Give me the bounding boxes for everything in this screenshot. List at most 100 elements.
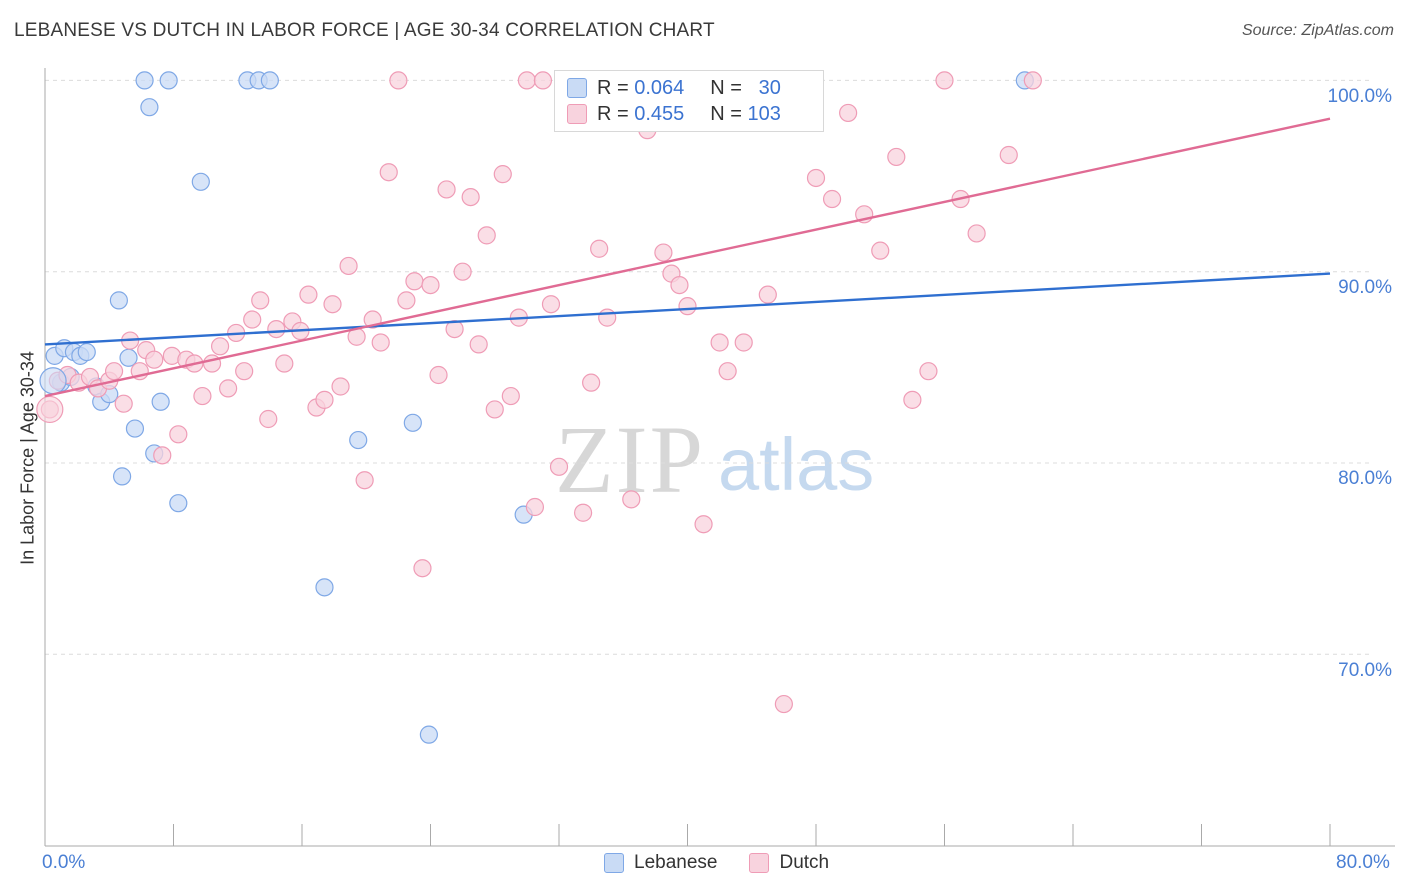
dutch-point: [903, 390, 922, 409]
dutch-point: [315, 390, 334, 409]
series-legend: Lebanese Dutch: [604, 852, 861, 874]
dutch-point: [582, 373, 601, 392]
dutch-point: [421, 275, 440, 295]
chart-source: Source: ZipAtlas.com: [1241, 22, 1394, 39]
dutch-point: [871, 241, 890, 260]
dutch-point: [541, 295, 561, 314]
dutch-point: [104, 362, 124, 381]
lebanese-point: [135, 71, 154, 90]
legend-item-lebanese: Lebanese: [604, 852, 717, 874]
dutch-point: [389, 71, 408, 90]
dutch-point: [678, 297, 697, 316]
dutch-point: [169, 425, 188, 444]
dutch-point: [806, 168, 826, 188]
legend-r-value: 0.064: [634, 76, 685, 99]
dutch-point: [710, 333, 729, 352]
dutch-point: [477, 226, 496, 245]
lebanese-point: [159, 71, 178, 90]
dutch-swatch: [749, 853, 770, 873]
y-tick-label: 90.0%: [1338, 277, 1392, 298]
dutch-point: [331, 377, 350, 396]
x-tick-label-max: 80.0%: [1336, 852, 1390, 873]
dutch-point: [210, 337, 230, 356]
dutch-swatch: [567, 104, 587, 124]
dutch-point: [145, 350, 164, 369]
lebanese-point: [191, 172, 210, 191]
dutch-point: [999, 145, 1018, 165]
lebanese-point: [77, 342, 96, 362]
dutch-point: [355, 471, 374, 490]
dutch-point: [598, 308, 617, 327]
legend-n-label: N =: [710, 102, 742, 125]
dutch-point: [517, 71, 536, 90]
dutch-point: [235, 362, 254, 381]
dutch-trend-line: [44, 117, 1331, 398]
lebanese-swatch: [567, 78, 587, 98]
dutch-point: [493, 165, 512, 184]
chart-title: LEBANESE VS DUTCH IN LABOR FORCE | AGE 3…: [14, 20, 715, 41]
dutch-point: [379, 163, 398, 182]
dutch-point: [694, 515, 713, 534]
lebanese-swatch: [604, 853, 624, 873]
lebanese-point: [403, 413, 422, 432]
dutch-point: [445, 319, 464, 339]
dutch-point: [573, 503, 593, 522]
legend-n-value: 30: [758, 76, 781, 99]
dutch-point: [622, 490, 641, 509]
dutch-point: [323, 295, 342, 314]
dutch-point: [654, 243, 673, 262]
dutch-point: [1023, 71, 1042, 90]
dutch-point: [339, 256, 358, 276]
lebanese-point: [169, 494, 188, 513]
dutch-point: [429, 365, 448, 385]
dutch-point: [839, 103, 858, 123]
legend-row-lebanese: R = 0.064 N = 30: [567, 76, 781, 100]
dutch-point: [919, 362, 938, 381]
dutch-point: [935, 71, 954, 90]
dutch-point: [485, 400, 504, 419]
dutch-point: [114, 394, 133, 413]
dutch-point: [437, 180, 456, 199]
lebanese-point: [119, 348, 138, 367]
legend-r-label: R =: [597, 76, 629, 99]
dutch-point: [822, 189, 842, 209]
lebanese-point: [315, 578, 334, 597]
dutch-point: [590, 239, 609, 258]
lebanese-trend-line: [44, 272, 1331, 346]
dutch-point: [371, 333, 390, 352]
dutch-point: [758, 285, 777, 304]
dutch-point: [525, 497, 545, 517]
lebanese-point: [109, 291, 128, 310]
dutch-point: [219, 379, 238, 398]
watermark-atlas: atlas: [718, 423, 874, 506]
dutch-point: [967, 224, 986, 243]
dutch-point: [887, 147, 906, 167]
dutch-point: [243, 310, 262, 329]
dutch-point: [469, 335, 488, 354]
lebanese-point: [260, 71, 279, 90]
legend-r-value: 0.455: [634, 102, 685, 125]
dutch-point: [405, 272, 424, 291]
lebanese-point: [112, 467, 132, 486]
legend-r-label: R =: [597, 102, 629, 125]
legend-n-label: N =: [710, 76, 742, 99]
dutch-point: [193, 386, 212, 406]
dutch-point: [718, 362, 737, 381]
dutch-point: [461, 187, 480, 207]
lebanese-point: [140, 98, 159, 117]
dutch-point: [413, 559, 432, 578]
dutch-point: [774, 694, 793, 714]
dutch-point: [267, 319, 286, 339]
y-tick-label: 70.0%: [1338, 660, 1392, 681]
y-tick-label: 100.0%: [1327, 86, 1392, 107]
y-tick-label: 80.0%: [1338, 468, 1392, 489]
dutch-point: [734, 333, 753, 352]
dutch-point: [153, 446, 172, 465]
legend-row-dutch: R = 0.455 N = 103: [567, 102, 781, 126]
dutch-point: [259, 409, 278, 429]
legend-item-dutch: Dutch: [749, 852, 829, 874]
dutch-point: [549, 457, 569, 476]
legend-label: Lebanese: [634, 852, 718, 873]
legend-n-value: 103: [747, 102, 781, 125]
